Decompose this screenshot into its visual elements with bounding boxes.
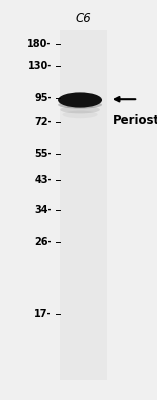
Text: 95-: 95-: [34, 93, 52, 103]
Ellipse shape: [62, 110, 98, 118]
Text: 43-: 43-: [34, 175, 52, 185]
Text: C6: C6: [75, 12, 91, 24]
Ellipse shape: [60, 106, 100, 114]
Text: 72-: 72-: [34, 117, 52, 127]
Bar: [60, 30, 107, 380]
Ellipse shape: [58, 92, 102, 108]
Text: 34-: 34-: [34, 205, 52, 215]
Text: 180-: 180-: [27, 39, 52, 49]
Text: 55-: 55-: [34, 149, 52, 159]
Text: 26-: 26-: [34, 237, 52, 247]
Ellipse shape: [58, 101, 102, 109]
Text: Periostin: Periostin: [113, 114, 157, 127]
Text: 17-: 17-: [34, 309, 52, 319]
Text: 130-: 130-: [28, 61, 52, 71]
